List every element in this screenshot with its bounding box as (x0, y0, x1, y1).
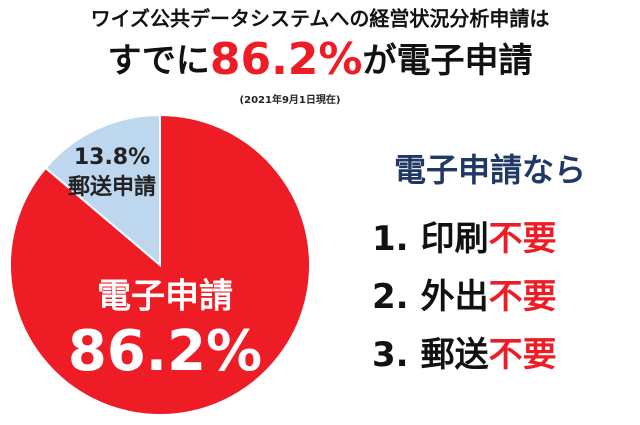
slice-value: 86.2% (68, 319, 262, 384)
pie-slice (44, 113, 161, 268)
item-emphasis: 不要 (489, 277, 557, 317)
headline: すでに86.2%が電子申請 (108, 34, 533, 85)
headline-category: 電子申請 (397, 41, 533, 81)
slice-value: 13.8% (74, 145, 150, 170)
side-item: 1. 印刷不要 (372, 219, 557, 259)
item-text: 外出 (421, 277, 489, 317)
side-heading: 電子申請なら (394, 151, 586, 189)
slice-category: 郵送申請 (68, 174, 156, 200)
item-number: 1. (372, 219, 409, 259)
item-emphasis: 不要 (489, 219, 557, 259)
slice-category: 電子申請 (97, 277, 233, 317)
title: ワイズ公共データシステムへの経営状況分析申請は (91, 7, 550, 31)
headline-value: 86.2% (210, 34, 363, 85)
item-number: 2. (372, 277, 409, 317)
side-item: 2. 外出不要 (372, 277, 557, 317)
headline-middle: が (363, 41, 397, 81)
note: (2021年9月1日現在) (240, 93, 341, 106)
item-number: 3. (372, 335, 409, 375)
item-text: 印刷 (421, 219, 489, 259)
item-text: 郵送 (421, 335, 489, 375)
headline-prefix: すでに (108, 41, 210, 81)
side-item: 3. 郵送不要 (372, 335, 557, 375)
item-emphasis: 不要 (489, 335, 557, 375)
